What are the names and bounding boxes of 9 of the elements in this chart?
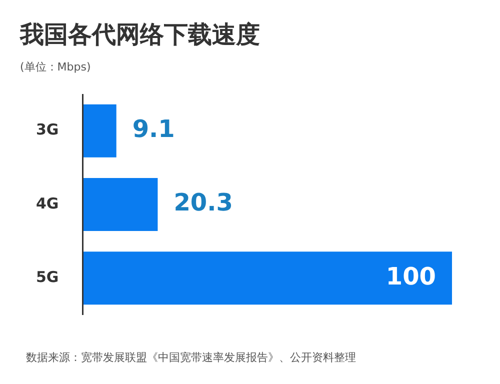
data-label: 20.3 [174, 188, 233, 217]
source-note: 数据来源：宽带发展联盟《中国宽带速率发展报告》、公开资料整理 [26, 350, 356, 365]
chart-subtitle: (单位：Mbps) [20, 60, 91, 74]
y-tick-label: 3G [36, 120, 59, 139]
data-label: 100 [386, 262, 436, 290]
chart-title: 我国各代网络下载速度 [19, 20, 260, 49]
y-tick-label: 5G [36, 268, 59, 286]
y-tick-label: 4G [36, 194, 59, 212]
data-label: 9.1 [132, 115, 175, 144]
